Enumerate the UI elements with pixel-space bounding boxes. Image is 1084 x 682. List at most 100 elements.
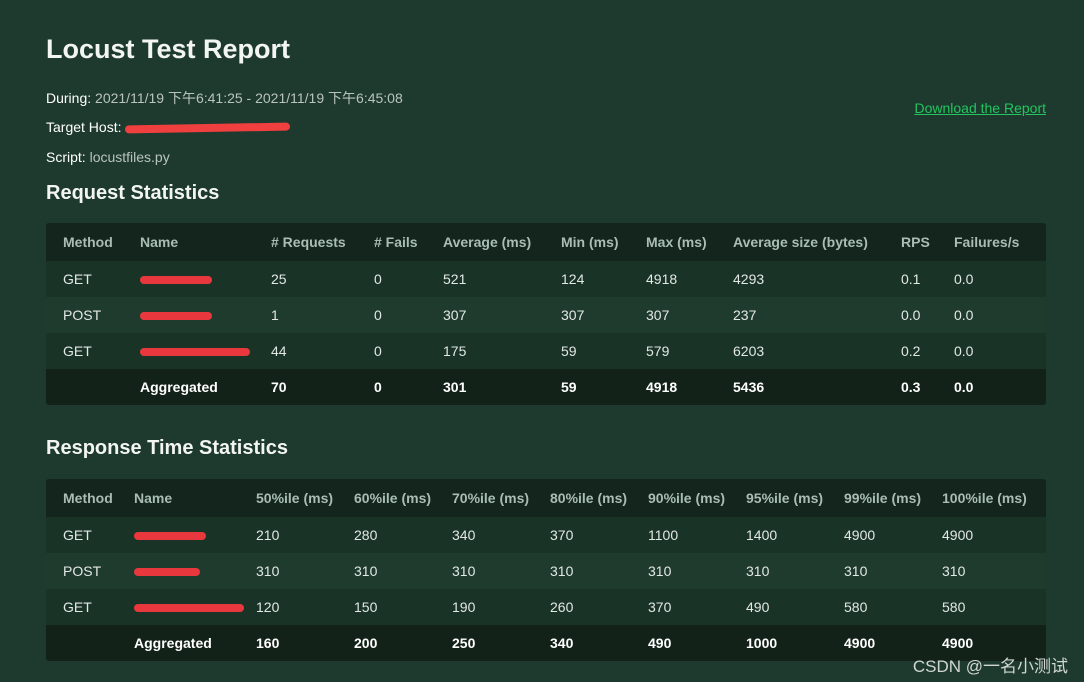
table-cell: 0.0 xyxy=(954,271,974,287)
column-header[interactable]: Method xyxy=(63,490,113,506)
table-cell: 59 xyxy=(561,379,577,395)
table-cell: 160 xyxy=(256,635,280,651)
table-cell: 200 xyxy=(354,635,378,651)
name-cell xyxy=(140,261,271,297)
table-cell: 190 xyxy=(452,599,476,615)
column-header[interactable]: Name xyxy=(134,490,173,506)
target-host-info: Target Host: xyxy=(46,119,291,135)
column-header[interactable]: Name xyxy=(140,234,179,250)
table-cell: 237 xyxy=(733,307,757,323)
table-cell: 340 xyxy=(452,527,476,543)
table-cell: 0.0 xyxy=(954,307,974,323)
table-cell: 580 xyxy=(942,599,966,615)
name-cell xyxy=(134,517,256,553)
table-cell: 250 xyxy=(452,635,476,651)
table-cell: 521 xyxy=(443,271,467,287)
column-header[interactable]: 70%ile (ms) xyxy=(452,490,530,506)
table-row: POST 310 310 310 310 310 310 310 310 xyxy=(46,553,1046,589)
table-cell: 210 xyxy=(256,527,280,543)
table-cell: 307 xyxy=(646,307,670,323)
table-cell: 4900 xyxy=(942,635,974,651)
table-cell: 5436 xyxy=(733,379,765,395)
page-title: Locust Test Report xyxy=(46,34,291,64)
column-header[interactable]: 95%ile (ms) xyxy=(746,490,824,506)
during-label: During: xyxy=(46,90,92,106)
name-cell xyxy=(134,589,256,625)
table-row: GET 120 150 190 260 370 490 580 580 xyxy=(46,589,1046,625)
column-header[interactable]: 60%ile (ms) xyxy=(354,490,432,506)
during-info: During: 2021/11/19 下午6:41:25 - 2021/11/1… xyxy=(46,88,403,108)
column-header[interactable]: Max (ms) xyxy=(646,234,707,250)
host-redaction-mark xyxy=(125,122,291,134)
table-row: POST 1 0 307 307 307 237 0.0 0.0 xyxy=(46,297,1046,333)
table-cell: 4900 xyxy=(942,527,974,543)
table-cell: 0.0 xyxy=(901,307,921,323)
name-redaction-mark xyxy=(134,604,244,613)
table-cell: 490 xyxy=(746,599,770,615)
column-header[interactable]: Average size (bytes) xyxy=(733,234,868,250)
table-cell: 580 xyxy=(844,599,868,615)
table-cell: 25 xyxy=(271,271,287,287)
column-header[interactable]: 50%ile (ms) xyxy=(256,490,334,506)
table-cell: 150 xyxy=(354,599,378,615)
table-cell: 0.2 xyxy=(901,343,921,359)
table-cell: 310 xyxy=(942,563,966,579)
aggregated-label: Aggregated xyxy=(134,635,212,651)
column-header[interactable]: Min (ms) xyxy=(561,234,619,250)
method-cell: GET xyxy=(63,343,92,359)
column-header[interactable]: 100%ile (ms) xyxy=(942,490,1027,506)
table-cell: 307 xyxy=(443,307,467,323)
aggregated-row: Aggregated 160 200 250 340 490 1000 4900… xyxy=(46,625,1046,661)
table-cell: 310 xyxy=(354,563,378,579)
table-cell: 490 xyxy=(648,635,672,651)
table-cell: 70 xyxy=(271,379,287,395)
script-value: locustfiles.py xyxy=(89,149,170,165)
table-cell: 307 xyxy=(561,307,585,323)
method-cell: POST xyxy=(63,563,102,579)
name-cell xyxy=(134,553,256,589)
column-header[interactable]: RPS xyxy=(901,234,930,250)
method-cell: GET xyxy=(63,599,92,615)
download-report-link[interactable]: Download the Report xyxy=(914,100,1046,116)
table-cell: 0 xyxy=(374,271,382,287)
name-redaction-mark xyxy=(140,348,250,357)
table-cell: 310 xyxy=(452,563,476,579)
script-info: Script: locustfiles.py xyxy=(46,149,170,165)
table-cell: 4900 xyxy=(844,527,876,543)
table-cell xyxy=(46,625,134,661)
table-cell: 0.1 xyxy=(901,271,921,287)
table-cell: 370 xyxy=(648,599,672,615)
table-cell: 4900 xyxy=(844,635,876,651)
name-redaction-mark xyxy=(134,568,200,577)
column-header[interactable]: Average (ms) xyxy=(443,234,532,250)
column-header[interactable]: # Requests xyxy=(271,234,346,250)
table-cell: 124 xyxy=(561,271,585,287)
table-cell: 4918 xyxy=(646,271,678,287)
column-header[interactable]: 80%ile (ms) xyxy=(550,490,628,506)
method-cell: POST xyxy=(63,307,102,323)
target-host-label: Target Host: xyxy=(46,119,122,135)
column-header[interactable]: Method xyxy=(63,234,113,250)
table-cell: 0 xyxy=(374,379,382,395)
table-cell: 4293 xyxy=(733,271,765,287)
response-time-statistics-heading: Response Time Statistics xyxy=(46,437,288,459)
column-header[interactable]: # Fails xyxy=(374,234,418,250)
table-cell: 59 xyxy=(561,343,577,359)
table-cell: 310 xyxy=(746,563,770,579)
table-cell: 120 xyxy=(256,599,280,615)
table-cell: 0 xyxy=(374,307,382,323)
column-header[interactable]: 99%ile (ms) xyxy=(844,490,922,506)
method-cell: GET xyxy=(63,271,92,287)
table-cell: 1400 xyxy=(746,527,778,543)
during-value: 2021/11/19 下午6:41:25 - 2021/11/19 下午6:45… xyxy=(95,90,403,106)
column-header[interactable]: 90%ile (ms) xyxy=(648,490,726,506)
table-cell: 370 xyxy=(550,527,574,543)
table-cell: 310 xyxy=(844,563,868,579)
table-header-row: Method Name # Requests # Fails Average (… xyxy=(46,223,1046,261)
table-cell xyxy=(46,369,140,405)
aggregated-row: Aggregated 70 0 301 59 4918 5436 0.3 0.0 xyxy=(46,369,1046,405)
column-header[interactable]: Failures/s xyxy=(954,234,1020,250)
table-cell: 0.3 xyxy=(901,379,921,395)
table-cell: 0.0 xyxy=(954,343,974,359)
request-statistics-heading: Request Statistics xyxy=(46,182,220,204)
